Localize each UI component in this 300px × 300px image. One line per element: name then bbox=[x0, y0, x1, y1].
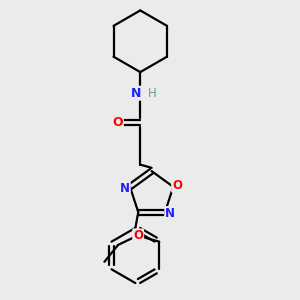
Text: N: N bbox=[120, 182, 130, 195]
Text: O: O bbox=[172, 179, 182, 192]
Text: H: H bbox=[148, 87, 157, 100]
Text: N: N bbox=[131, 87, 142, 100]
Text: O: O bbox=[112, 116, 123, 129]
Text: O: O bbox=[133, 230, 143, 242]
Text: N: N bbox=[165, 207, 175, 220]
